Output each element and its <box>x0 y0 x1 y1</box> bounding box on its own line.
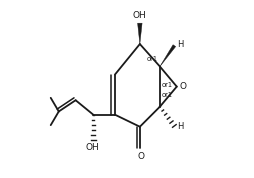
Text: O: O <box>180 82 187 91</box>
Text: OH: OH <box>133 11 147 20</box>
Text: OH: OH <box>86 143 99 152</box>
Text: or1: or1 <box>147 56 158 62</box>
Text: or1: or1 <box>162 92 173 98</box>
Polygon shape <box>138 23 142 44</box>
Text: O: O <box>137 152 144 161</box>
Text: or1: or1 <box>162 82 173 88</box>
Text: H: H <box>177 40 183 49</box>
Text: H: H <box>177 122 183 131</box>
Polygon shape <box>160 45 176 67</box>
